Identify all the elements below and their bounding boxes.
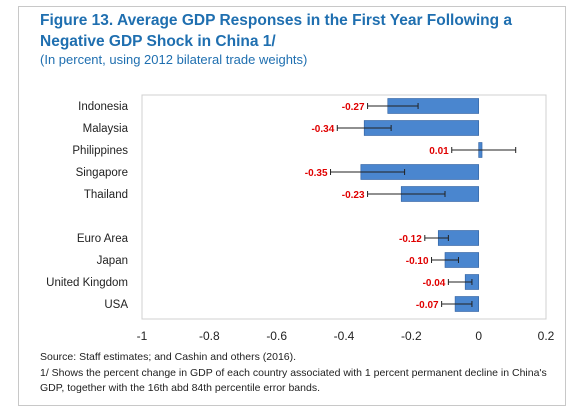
category-label: Japan bbox=[97, 255, 128, 267]
category-label: Singapore bbox=[76, 167, 128, 179]
plot-area bbox=[141, 94, 547, 320]
category-label: Malaysia bbox=[83, 123, 129, 135]
figure-subtitle: (In percent, using 2012 bilateral trade … bbox=[40, 52, 308, 67]
data-label: -0.07 bbox=[416, 300, 439, 311]
x-tick-label: -0.2 bbox=[401, 329, 422, 343]
x-tick-label: -0.4 bbox=[334, 329, 355, 343]
figure-note: 1/ Shows the percent change in GDP of ea… bbox=[40, 367, 547, 394]
x-tick-label: -0.8 bbox=[199, 329, 220, 343]
figure-source: Source: Staff estimates; and Cashin and … bbox=[40, 351, 297, 363]
figure-title: Figure 13. Average GDP Responses in the … bbox=[40, 12, 513, 50]
category-label: Thailand bbox=[84, 189, 128, 201]
category-label: Indonesia bbox=[78, 101, 128, 113]
category-label: United Kingdom bbox=[46, 277, 128, 289]
category-label: USA bbox=[104, 299, 128, 311]
x-tick-label: -0.6 bbox=[266, 329, 287, 343]
data-label: -0.12 bbox=[399, 234, 422, 245]
data-label: -0.23 bbox=[342, 190, 365, 201]
data-label: -0.27 bbox=[342, 102, 365, 113]
category-label: Euro Area bbox=[77, 233, 129, 245]
data-label: -0.34 bbox=[311, 124, 334, 135]
data-label: -0.04 bbox=[423, 278, 446, 289]
data-label: -0.10 bbox=[406, 256, 429, 267]
x-tick-label: 0.2 bbox=[538, 329, 555, 343]
category-label: Philippines bbox=[72, 145, 128, 157]
x-tick-label: -1 bbox=[137, 329, 148, 343]
data-label: 0.01 bbox=[429, 146, 449, 157]
x-tick-label: 0 bbox=[475, 329, 482, 343]
data-label: -0.35 bbox=[305, 168, 328, 179]
